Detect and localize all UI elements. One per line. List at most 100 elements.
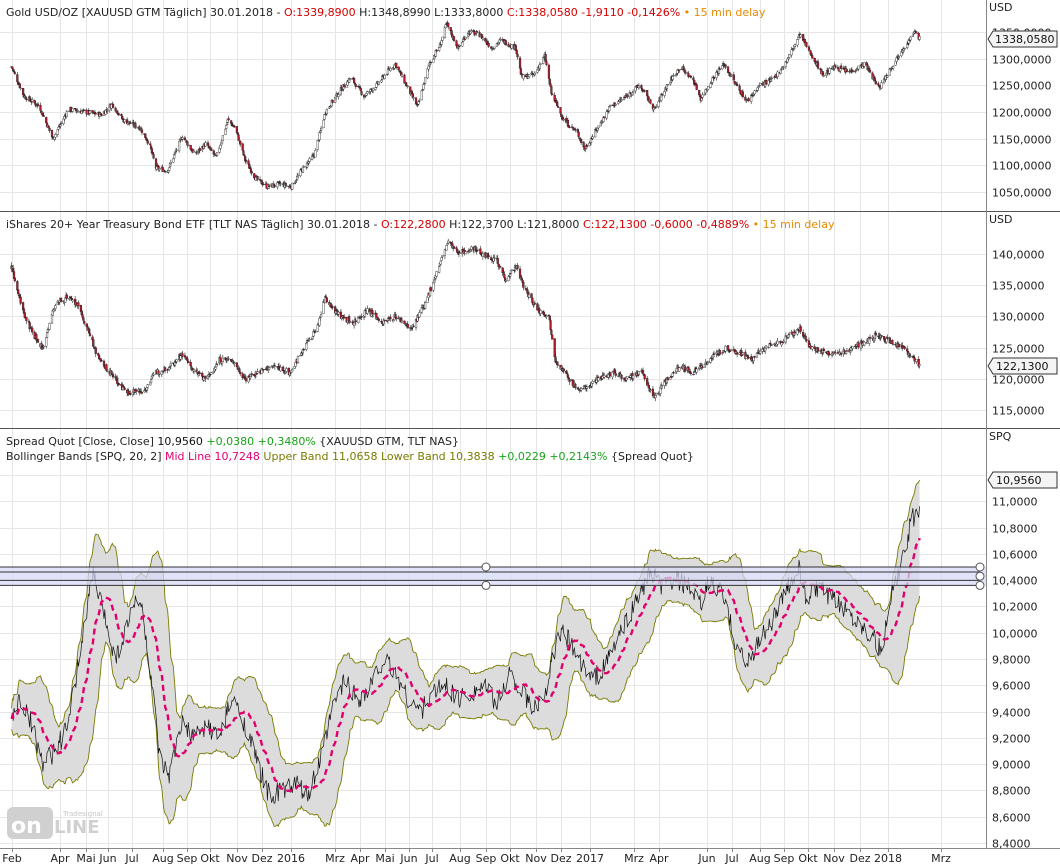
candle-body [331, 100, 334, 103]
zone-handle[interactable] [481, 562, 491, 572]
candle-body [560, 113, 563, 118]
candle-body [597, 125, 600, 129]
y-tick-label: 11,0000 [992, 496, 1038, 509]
candle-body [305, 342, 308, 350]
candle-body [574, 129, 577, 131]
candle-body [48, 323, 51, 330]
candle-body [897, 56, 901, 58]
candle-body [316, 139, 319, 150]
candle-body [418, 312, 421, 318]
zone-handle[interactable] [481, 580, 491, 590]
y-tick-label: 10,4000 [992, 575, 1038, 588]
candle-body [23, 312, 26, 318]
candle-body [903, 346, 906, 349]
x-tick-label: Nov [525, 852, 547, 865]
candle-body [65, 111, 68, 117]
candle-body [412, 325, 415, 328]
candle-body [918, 36, 921, 40]
zone-handle[interactable] [975, 562, 985, 572]
candle-body [637, 85, 640, 89]
candle-body [178, 141, 181, 152]
candle-body [805, 339, 808, 341]
candle-body [279, 367, 282, 372]
candle-body [106, 370, 109, 372]
candle-body [776, 71, 779, 77]
candle-body [671, 76, 674, 80]
x-tick-label: Jul [124, 852, 138, 865]
zone-fill[interactable] [0, 567, 986, 586]
candle-body [374, 87, 377, 90]
candle-body [235, 126, 239, 133]
candle-body [741, 91, 745, 97]
horizontal-zone[interactable] [0, 562, 986, 590]
bollinger-mid-line[interactable] [10, 537, 921, 793]
bollinger-lower-band[interactable] [11, 596, 921, 828]
candle-body [539, 310, 542, 314]
candle-body [504, 280, 508, 282]
candle-body [545, 61, 548, 65]
candle-body [224, 128, 227, 135]
candle-body [235, 362, 239, 368]
candle-body [406, 324, 409, 329]
candle-body [736, 84, 739, 86]
candle-body [626, 376, 629, 379]
candle-body [190, 366, 193, 370]
candle-body [596, 128, 599, 131]
candle-body [822, 348, 825, 352]
candle-body [221, 135, 224, 141]
x-tick-label: Nov [823, 852, 845, 865]
candle-body [377, 81, 380, 85]
candle-body [389, 316, 392, 320]
candle-body [461, 42, 464, 47]
candle-body [799, 34, 802, 38]
candle-body [738, 85, 741, 91]
candle-body [214, 367, 217, 370]
time-axis[interactable]: Feb Apr Mai Jun Jul Aug Sep Okt Nov Dez 2016 Mrz Apr… [2, 848, 951, 865]
candle-body [168, 367, 171, 370]
candle-body [793, 331, 797, 334]
candle-body [337, 311, 340, 315]
candle-body [849, 350, 852, 353]
panel2-last-value: 122,1300 [996, 360, 1049, 373]
candle-body [253, 173, 256, 179]
candle-body [417, 101, 420, 105]
candle-body [647, 384, 650, 389]
candle-body [510, 44, 513, 49]
candle-body [559, 107, 562, 114]
candle-body [458, 45, 461, 47]
candle-body [81, 314, 84, 318]
y-tick-label: 9,2000 [992, 733, 1031, 746]
candle-body [909, 36, 912, 41]
candle-body [366, 91, 369, 94]
candle-body [233, 362, 236, 364]
candle-body [571, 379, 574, 386]
candle-body [522, 74, 525, 79]
candle-body [74, 108, 78, 111]
candle-body [504, 40, 508, 46]
candle-body [320, 127, 323, 131]
candles [10, 20, 921, 402]
x-tick-label: Aug [749, 852, 770, 865]
spread-quot-line[interactable] [11, 506, 920, 804]
candle-body [372, 313, 375, 315]
candle-body [909, 355, 912, 358]
candle-body [325, 297, 328, 303]
candle-body [16, 281, 19, 291]
candle-body [123, 387, 126, 390]
panel2-unit: USD [989, 213, 1013, 226]
candle-body [764, 80, 768, 85]
candle-body [717, 68, 721, 74]
price-axis[interactable]: 1050,0000 1100,0000 1150,0000 1200,0000 1250… [992, 27, 1052, 851]
panel1-legend-high: H:1348,8990 [356, 6, 431, 19]
x-tick-label: Okt [500, 852, 520, 865]
candle-body [262, 369, 265, 371]
candle-body [377, 319, 380, 321]
candle-body [816, 61, 820, 69]
zone-handle[interactable] [975, 571, 985, 581]
zone-handle[interactable] [975, 580, 985, 590]
candle-body [863, 341, 866, 346]
candle-body [851, 346, 854, 349]
candle-body [13, 277, 16, 282]
candle-body [568, 379, 571, 382]
candle-body [291, 182, 294, 190]
